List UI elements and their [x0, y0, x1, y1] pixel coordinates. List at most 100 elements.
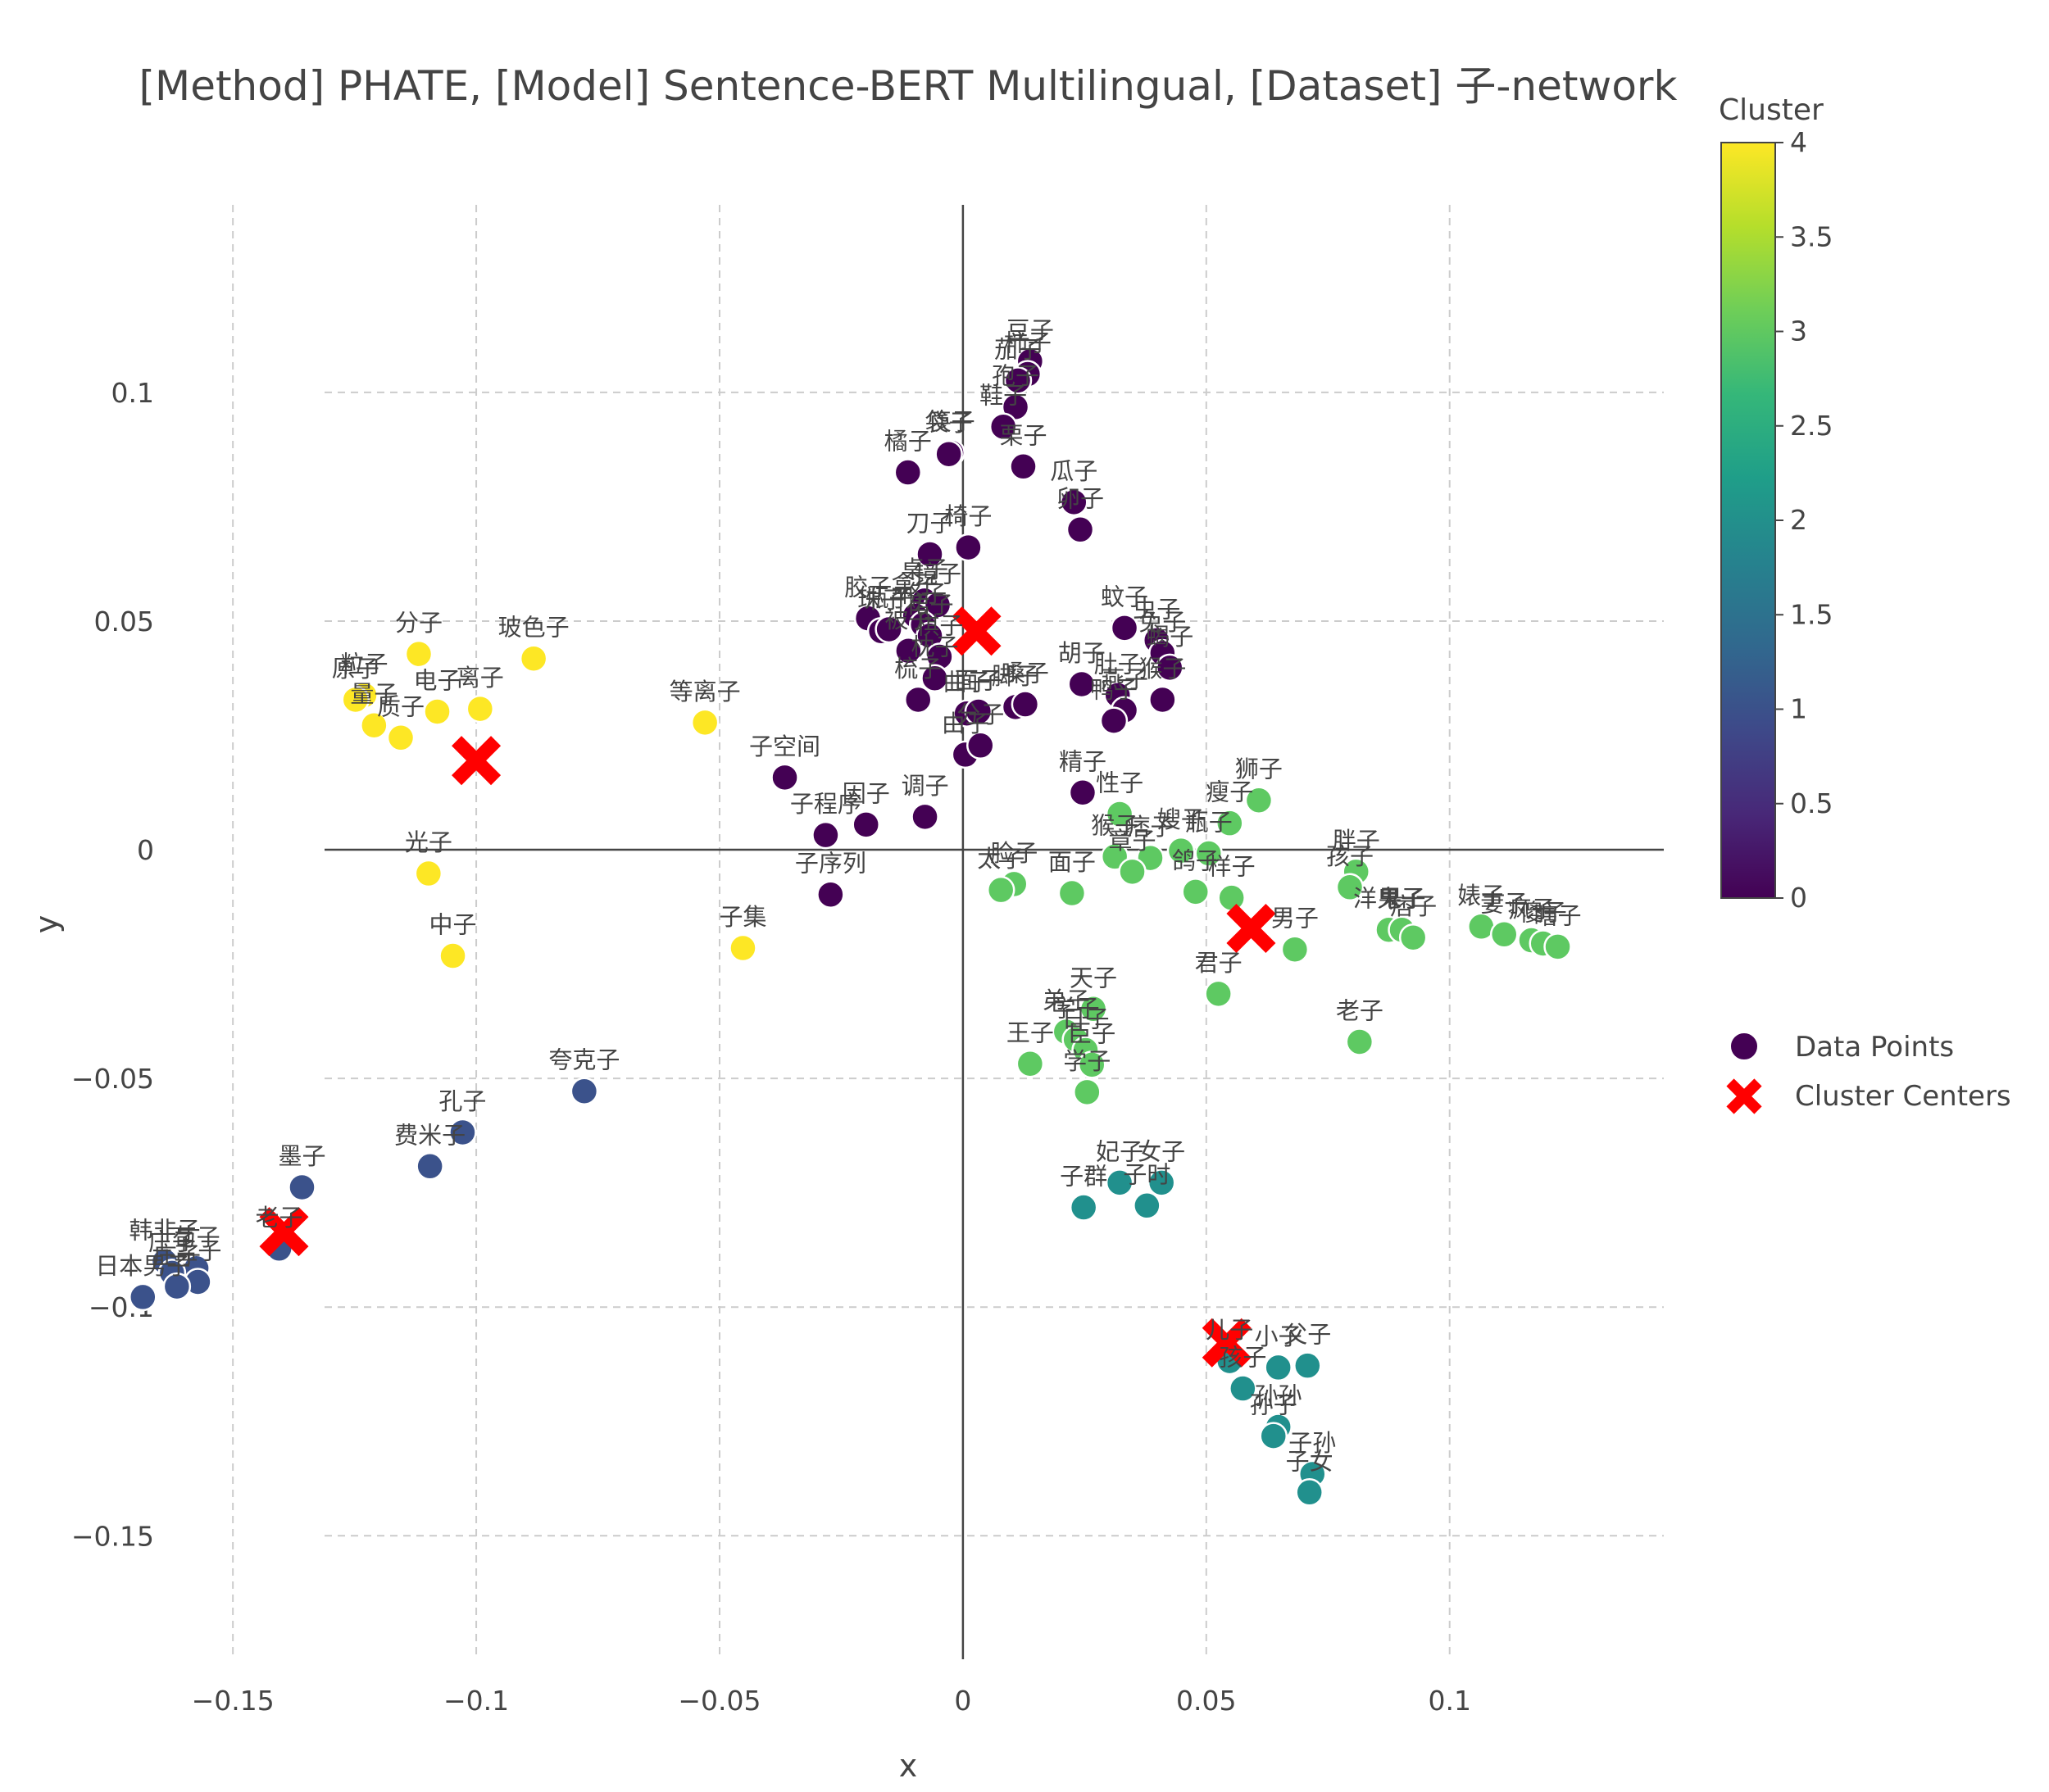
data-point	[1147, 1168, 1176, 1197]
point-label: 原子	[332, 655, 379, 683]
data-point	[1105, 1168, 1134, 1197]
point-label: 孩子	[1219, 1344, 1266, 1372]
data-point	[875, 615, 903, 644]
data-point	[1244, 786, 1274, 814]
point-label: 猴子	[1091, 811, 1138, 839]
cluster-center-marker	[259, 1207, 309, 1257]
point-label: 面子	[1048, 848, 1096, 876]
data-point	[1280, 935, 1310, 964]
point-label: 量子	[350, 680, 398, 708]
point-label: 墨子	[278, 1142, 325, 1170]
data-point	[341, 685, 370, 715]
point-label: 小子	[1255, 1322, 1302, 1350]
data-point	[1293, 1351, 1322, 1380]
data-point	[1204, 979, 1233, 1009]
point-label: 梳子	[894, 655, 942, 683]
data-point	[1335, 873, 1365, 902]
data-point	[1264, 1353, 1293, 1382]
data-point	[1398, 923, 1428, 952]
point-label: 老子	[256, 1204, 303, 1232]
point-label: 狮子	[1235, 755, 1283, 783]
data-point	[466, 694, 495, 724]
data-point	[1148, 685, 1177, 715]
colorbar-ticks: 0 0.5 1 1.5 2 2.5 3 3.5 4	[1775, 126, 1833, 914]
data-point	[404, 639, 434, 669]
data-point	[1156, 653, 1184, 683]
point-label: 太子	[977, 845, 1024, 873]
data-point	[1229, 1374, 1257, 1403]
data-point	[988, 412, 1018, 441]
point-label: 子时	[1123, 1160, 1170, 1188]
x-tick-label: −0.15	[192, 1685, 275, 1717]
point-label: 等离子	[670, 678, 741, 705]
y-tick-label: 0	[137, 834, 154, 866]
cluster-center-marker	[952, 606, 1002, 656]
point-label: 痞子	[1127, 813, 1174, 841]
point-label: 桌子	[901, 556, 948, 583]
data-point	[894, 636, 923, 665]
data-point	[811, 820, 840, 850]
data-point	[1069, 1193, 1098, 1222]
point-label: 格子	[899, 579, 947, 607]
data-point	[1065, 515, 1095, 544]
data-point	[1217, 883, 1246, 912]
point-label: 被子	[884, 606, 932, 633]
point-label: 儿子	[1206, 1316, 1253, 1344]
point-label: 分子	[956, 701, 1004, 728]
point-label: 孙孙	[1255, 1381, 1302, 1409]
point-label: 由子	[942, 710, 989, 737]
point-label: 胖子	[1333, 827, 1380, 855]
chart-title: [Method] PHATE, [Model] Sentence-BERT Mu…	[139, 62, 1678, 110]
point-label: 珠子	[857, 586, 905, 614]
point-label: 学子	[1052, 995, 1100, 1023]
point-label: 果子	[1379, 885, 1426, 913]
data-point	[1215, 809, 1244, 837]
point-label: 燕子	[1101, 665, 1148, 693]
point-label: 日本男子	[95, 1252, 190, 1280]
point-label: 瞎子	[1534, 901, 1582, 929]
x-tick-label: 0.05	[1176, 1685, 1236, 1717]
point-label: 因子	[843, 779, 890, 807]
data-point	[1489, 920, 1519, 949]
point-label: 荀子	[173, 1223, 220, 1251]
data-point	[893, 458, 923, 487]
data-point	[288, 1173, 316, 1202]
point-label: 精子	[1059, 747, 1106, 775]
point-label: 费米子	[394, 1121, 466, 1149]
data-point	[852, 810, 880, 839]
data-point	[1543, 932, 1572, 961]
data-point	[162, 1272, 192, 1301]
point-label: 女子	[1138, 1137, 1185, 1165]
point-label: 子群	[1060, 1163, 1107, 1191]
point-label: 调子	[902, 772, 949, 800]
data-point	[964, 697, 993, 726]
data-point	[416, 1152, 444, 1181]
point-label: 痞子	[1389, 892, 1437, 920]
data-point	[1259, 1422, 1288, 1450]
point-label: 瓜子	[1050, 457, 1097, 485]
point-label: 肚子	[1094, 650, 1142, 678]
point-label: 子女	[1286, 1447, 1333, 1475]
data-point	[770, 763, 799, 792]
y-tick-label: 0.1	[111, 377, 154, 409]
colorbar-tick-label: 0	[1790, 882, 1807, 914]
data-point	[1099, 706, 1129, 735]
data-point	[438, 941, 467, 970]
point-label: 离子	[457, 664, 504, 692]
point-label: 鸭子	[1090, 676, 1138, 704]
data-point	[1011, 690, 1040, 719]
point-label: 洋鬼子	[1353, 885, 1424, 913]
data-point	[1105, 800, 1134, 828]
point-label: 棋子	[915, 611, 963, 639]
x-axis-label: x	[899, 1748, 918, 1784]
x-tick-label: 0	[954, 1685, 971, 1717]
point-label: 孔子	[438, 1087, 486, 1115]
point-label: 分子	[395, 609, 443, 637]
colorbar-tick-label: 1.5	[1790, 598, 1833, 630]
point-label: 男子	[1271, 905, 1319, 932]
data-point	[423, 697, 452, 726]
point-label: 袋子	[925, 409, 973, 437]
point-label: 光子	[405, 828, 452, 856]
point-label: 裙子	[906, 591, 954, 619]
